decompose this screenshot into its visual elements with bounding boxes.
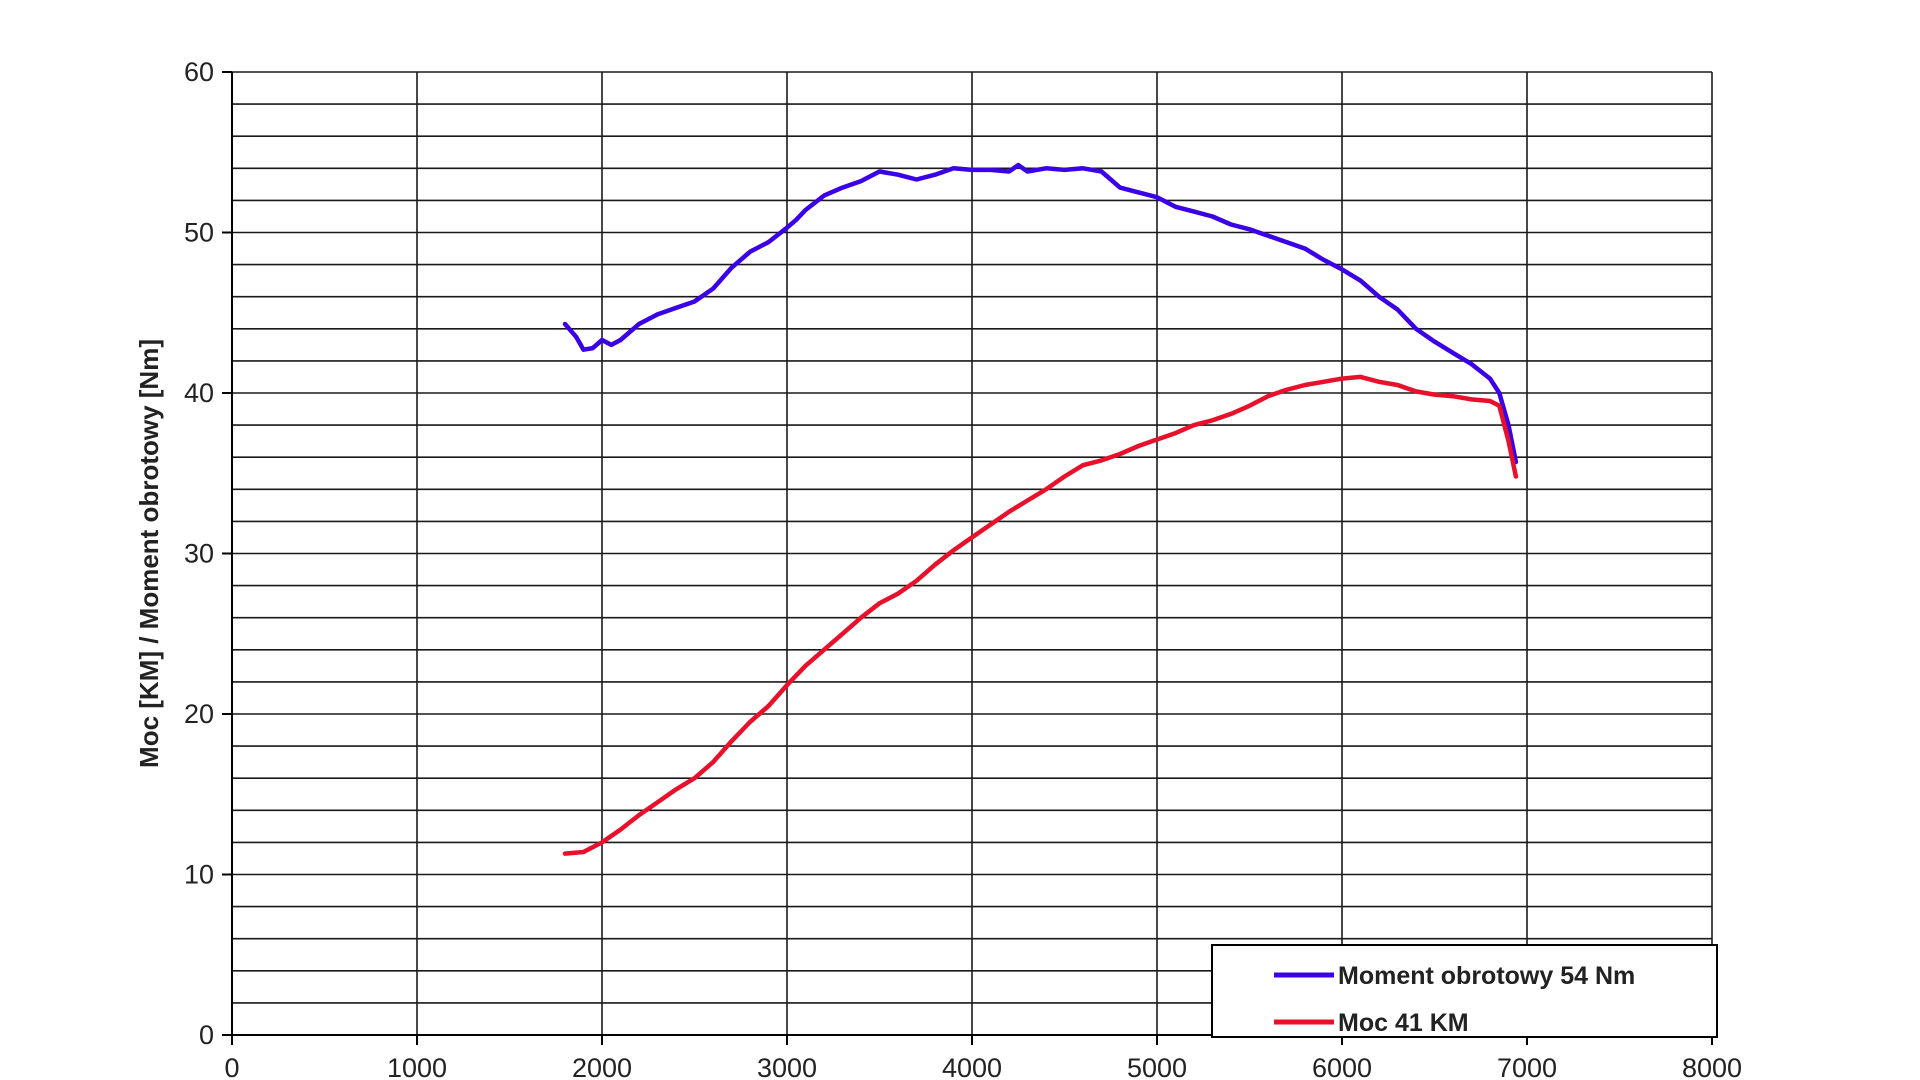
series-line-1 bbox=[562, 162, 1519, 465]
y-tick-label: 10 bbox=[184, 860, 214, 890]
y-tick-label: 0 bbox=[199, 1020, 214, 1050]
x-tick-label: 6000 bbox=[1312, 1053, 1372, 1080]
x-tick-label: 0 bbox=[224, 1053, 239, 1080]
y-tick-label: 20 bbox=[184, 699, 214, 729]
legend: Moment obrotowy 54 Nm Moc 41 KM bbox=[1211, 944, 1718, 1038]
y-axis-title: Moc [KM] / Moment obrotowy [Nm] bbox=[134, 339, 164, 768]
axes: 0 10 20 30 40 50 60 0 1000 2000 3000 4000 5000 6000 70… bbox=[134, 57, 1742, 1080]
x-tick-label: 7000 bbox=[1497, 1053, 1557, 1080]
legend-label-1: Moment obrotowy 54 Nm bbox=[1338, 962, 1635, 990]
x-tick-label: 8000 bbox=[1682, 1053, 1742, 1080]
y-tick-label: 50 bbox=[184, 218, 214, 248]
x-tick-label: 1000 bbox=[387, 1053, 447, 1080]
x-tick-label: 5000 bbox=[1127, 1053, 1187, 1080]
x-tick-label: 4000 bbox=[942, 1053, 1002, 1080]
x-tick-label: 3000 bbox=[757, 1053, 817, 1080]
legend-label-2: Moc 41 KM bbox=[1338, 1009, 1469, 1037]
x-tick-label: 2000 bbox=[572, 1053, 632, 1080]
series-lines bbox=[562, 162, 1519, 856]
y-tick-label: 60 bbox=[184, 57, 214, 87]
series-line-2 bbox=[562, 374, 1519, 856]
y-tick-label: 30 bbox=[184, 539, 214, 569]
grid bbox=[231, 71, 1713, 1036]
y-tick-label: 40 bbox=[184, 378, 214, 408]
